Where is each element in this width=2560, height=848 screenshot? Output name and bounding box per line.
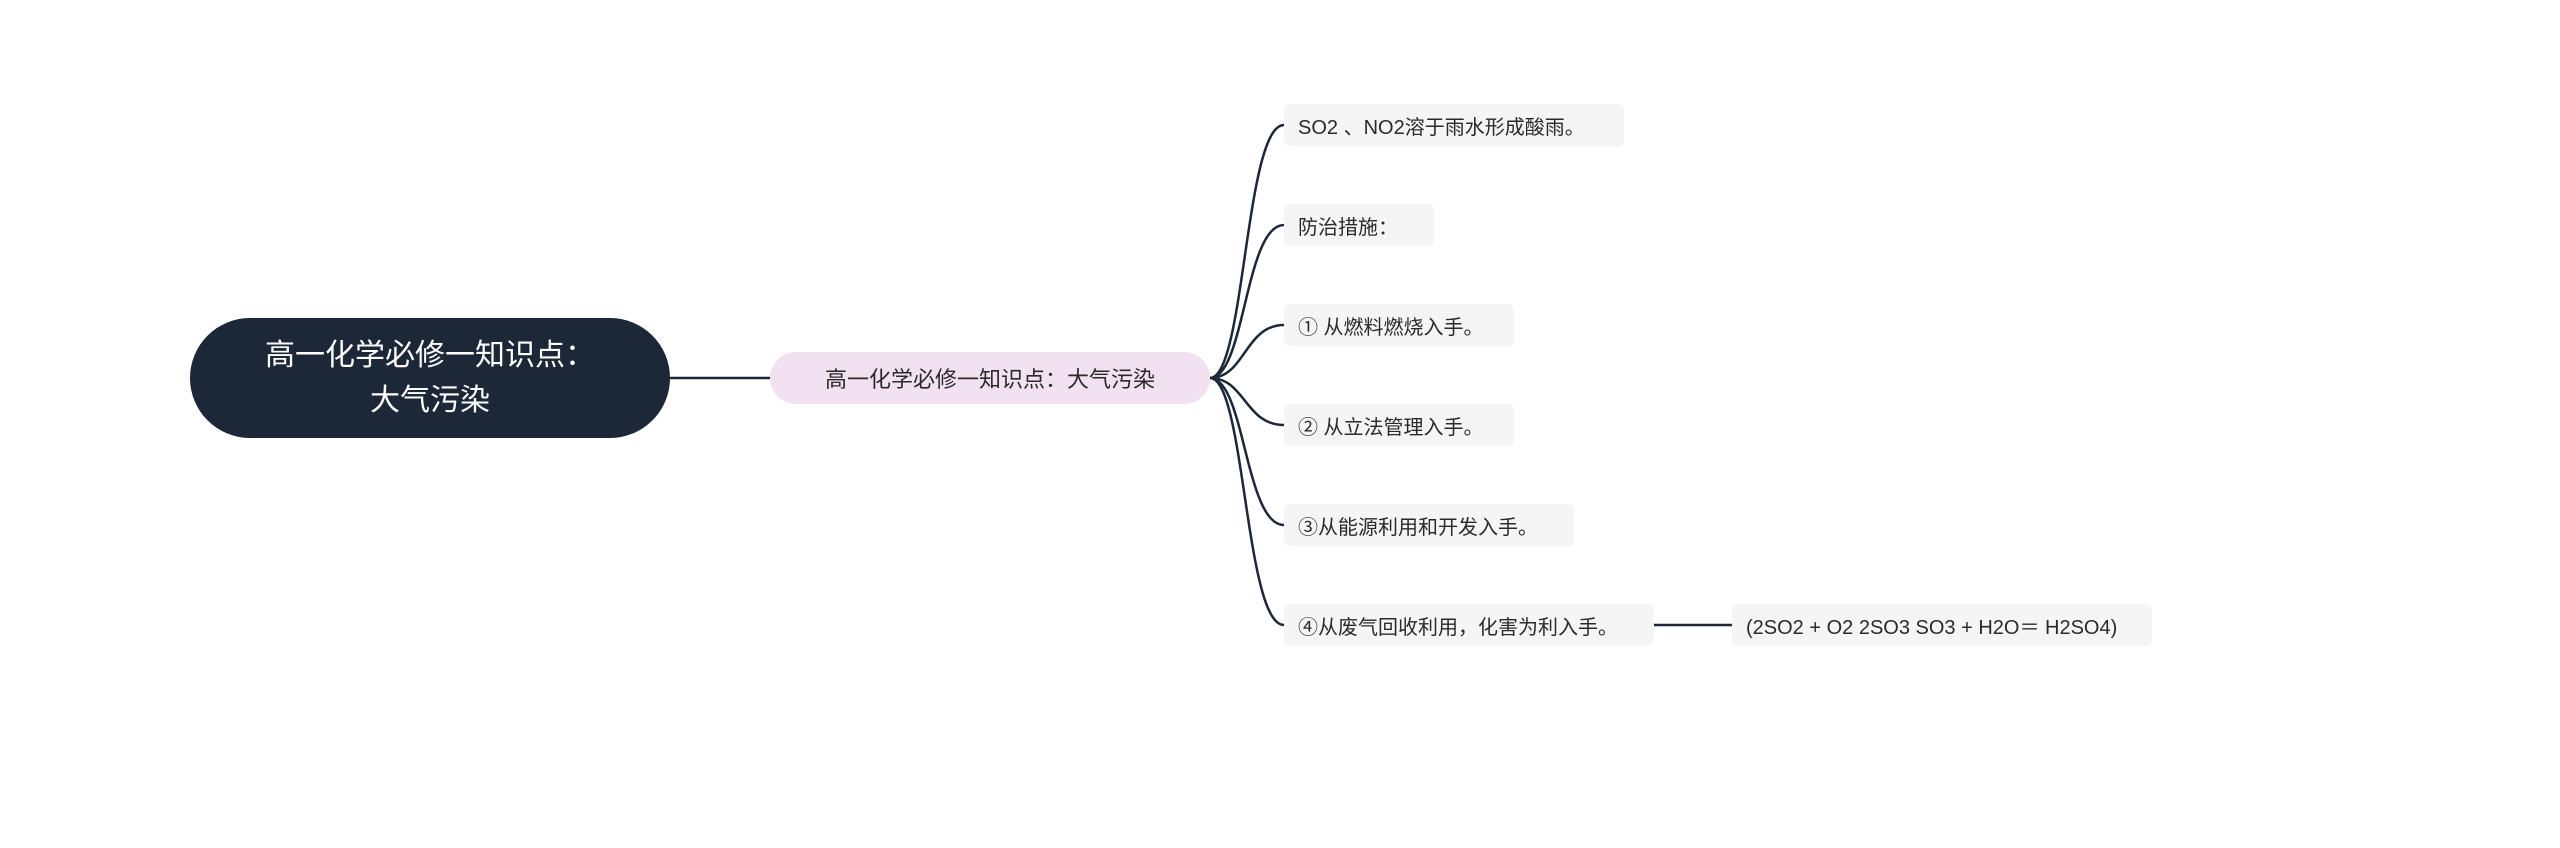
leaf-node-3[interactable]: ② 从立法管理入手。 bbox=[1284, 404, 1514, 446]
tail-label: (2SO2 + O2 2SO3 SO3 + H2O＝ H2SO4) bbox=[1746, 611, 2117, 640]
leaf-node-4[interactable]: ③从能源利用和开发入手。 bbox=[1284, 504, 1574, 546]
leaf-label: ② 从立法管理入手。 bbox=[1298, 411, 1484, 440]
leaf-node-2[interactable]: ① 从燃料燃烧入手。 bbox=[1284, 304, 1514, 346]
level1-label: 高一化学必修一知识点：大气污染 bbox=[825, 362, 1155, 394]
leaf-label: ④从废气回收利用，化害为利入手。 bbox=[1298, 611, 1618, 640]
edge-l1-leaf0 bbox=[1210, 125, 1284, 378]
level1-node[interactable]: 高一化学必修一知识点：大气污染 bbox=[770, 352, 1210, 404]
leaf-node-1[interactable]: 防治措施： bbox=[1284, 204, 1434, 246]
edge-l1-leaf4 bbox=[1210, 378, 1284, 525]
root-node[interactable]: 高一化学必修一知识点： 大气污染 bbox=[190, 318, 670, 438]
edge-l1-leaf2 bbox=[1210, 325, 1284, 378]
leaf-label: ① 从燃料燃烧入手。 bbox=[1298, 311, 1484, 340]
leaf-node-5[interactable]: ④从废气回收利用，化害为利入手。 bbox=[1284, 604, 1654, 646]
root-label: 高一化学必修一知识点： 大气污染 bbox=[265, 333, 595, 423]
leaf-node-0[interactable]: SO2 、NO2溶于雨水形成酸雨。 bbox=[1284, 104, 1624, 146]
tail-node[interactable]: (2SO2 + O2 2SO3 SO3 + H2O＝ H2SO4) bbox=[1732, 604, 2152, 646]
edge-l1-leaf1 bbox=[1210, 225, 1284, 378]
leaf-label: SO2 、NO2溶于雨水形成酸雨。 bbox=[1298, 111, 1585, 140]
leaf-label: 防治措施： bbox=[1298, 211, 1398, 240]
edge-l1-leaf3 bbox=[1210, 378, 1284, 425]
leaf-label: ③从能源利用和开发入手。 bbox=[1298, 511, 1538, 540]
edge-l1-leaf5 bbox=[1210, 378, 1284, 625]
